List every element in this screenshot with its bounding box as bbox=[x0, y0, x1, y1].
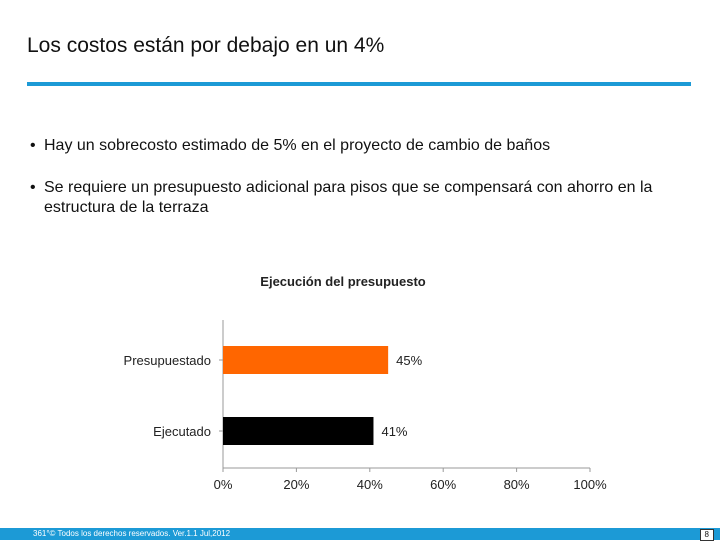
bullet-item: • Hay un sobrecosto estimado de 5% en el… bbox=[30, 136, 670, 156]
page-number: 8 bbox=[699, 529, 714, 541]
bullet-text: Hay un sobrecosto estimado de 5% en el p… bbox=[44, 137, 551, 154]
bar-ejecutado bbox=[223, 417, 374, 445]
bullet-dot: • bbox=[30, 137, 36, 154]
footer-bar: 361°© Todos los derechos reservados. Ver… bbox=[0, 528, 720, 541]
footer-copyright: 361°© Todos los derechos reservados. Ver… bbox=[33, 529, 231, 538]
x-tick-label: 0% bbox=[214, 477, 233, 492]
slide-title: Los costos están por debajo en un 4% bbox=[27, 34, 385, 57]
x-tick-label: 80% bbox=[504, 477, 530, 492]
category-label: Presupuestado bbox=[124, 353, 211, 368]
bullet-list: • Hay un sobrecosto estimado de 5% en el… bbox=[30, 136, 670, 240]
bullet-text: Se requiere un presupuesto adicional par… bbox=[44, 179, 653, 216]
bullet-dot: • bbox=[30, 179, 36, 196]
x-tick-label: 20% bbox=[283, 477, 309, 492]
x-tick-label: 40% bbox=[357, 477, 383, 492]
value-label: 41% bbox=[381, 424, 407, 439]
budget-bar-chart: Ejecución del presupuesto Presupuestado 4… bbox=[124, 274, 608, 492]
value-label: 45% bbox=[396, 353, 422, 368]
chart-title: Ejecución del presupuesto bbox=[260, 274, 425, 289]
bullet-item: • Se requiere un presupuesto adicional p… bbox=[30, 178, 670, 218]
x-tick-label: 60% bbox=[430, 477, 456, 492]
category-label: Ejecutado bbox=[153, 424, 211, 439]
x-tick-label: 100% bbox=[573, 477, 607, 492]
bar-presupuestado bbox=[223, 346, 389, 374]
chart-marks: Presupuestado 45% Ejecutado 41% 0% 20% 40% 60% 8… bbox=[124, 320, 607, 492]
title-divider bbox=[27, 82, 691, 86]
